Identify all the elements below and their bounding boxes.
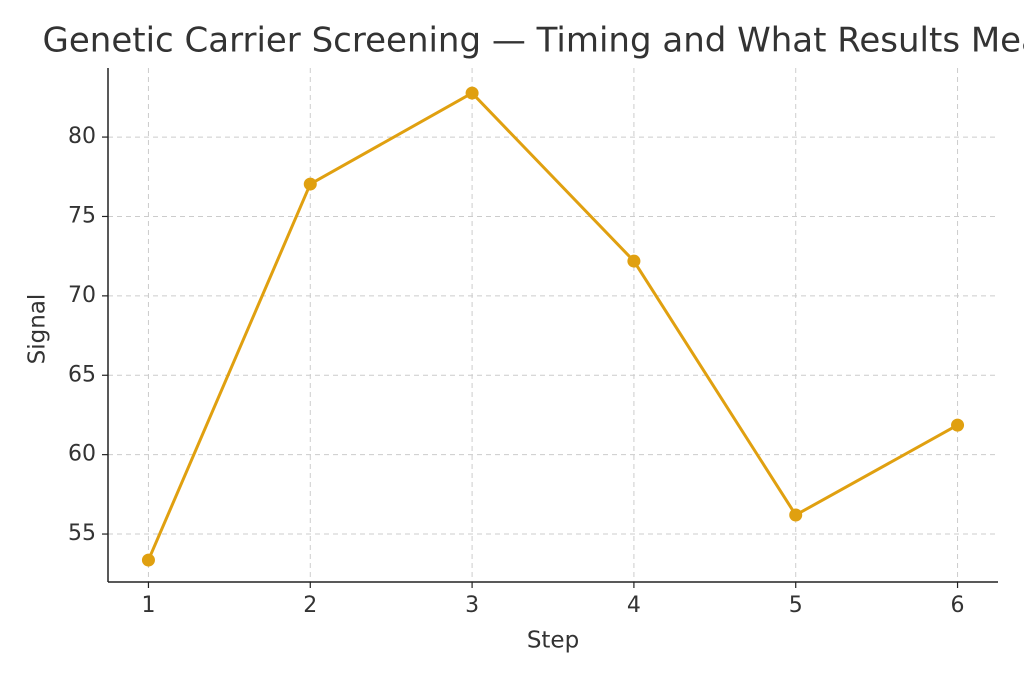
x-tick-label: 5	[789, 593, 803, 618]
y-tick-label: 80	[68, 124, 96, 149]
data-point	[465, 86, 479, 100]
y-tick-label: 75	[68, 203, 96, 228]
x-tick-label: 3	[465, 593, 479, 618]
data-point	[303, 177, 317, 191]
x-tick-label: 4	[627, 593, 641, 618]
data-point	[627, 254, 641, 268]
y-tick-label: 70	[68, 283, 96, 308]
y-tick-label: 65	[68, 362, 96, 387]
data-point	[789, 508, 803, 522]
x-tick-label: 6	[951, 593, 965, 618]
series-line	[147, 91, 959, 561]
data-point	[951, 418, 965, 432]
y-axis-label: Signal	[25, 294, 51, 365]
data-point	[141, 553, 155, 567]
x-tick-label: 1	[141, 593, 155, 618]
x-axis-label: Step	[527, 628, 579, 654]
chart-title: Genetic Carrier Screening — Timing and W…	[43, 21, 1024, 61]
y-tick-label: 60	[68, 442, 96, 467]
x-tick-label: 2	[303, 593, 317, 618]
y-tick-label: 55	[68, 521, 96, 546]
